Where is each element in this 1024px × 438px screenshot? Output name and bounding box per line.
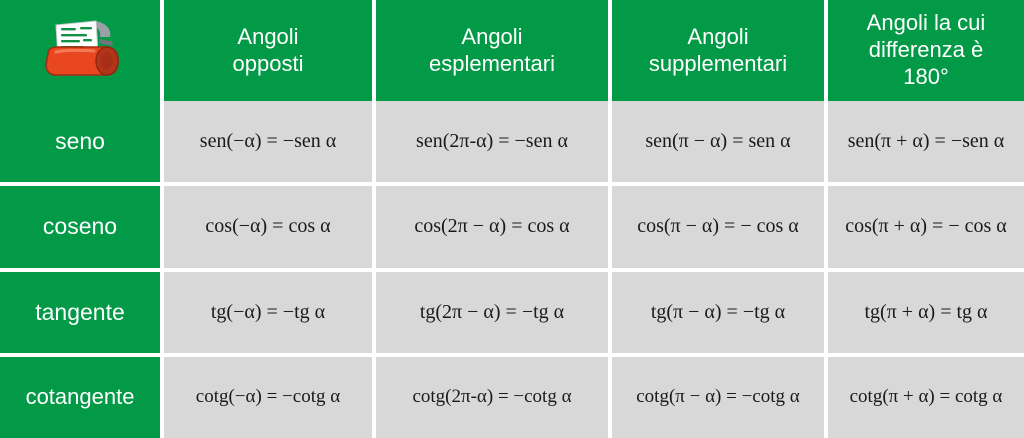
formula-text: cos(π − α) = − cos α	[637, 215, 799, 238]
row-label-text: seno	[55, 128, 105, 155]
column-header-label: Angoli supplementari	[648, 23, 788, 76]
table-body: seno sen(−α) = −sen α sen(2π-α) = −sen α…	[0, 101, 1024, 438]
column-header-label: Angoli esplementari	[429, 23, 555, 76]
formula-text: sen(2π-α) = −sen α	[416, 130, 568, 153]
table-row: tangente tg(−α) = −tg α tg(2π − α) = −tg…	[0, 271, 1024, 353]
column-header-angoli-esplementari: Angoli esplementari	[376, 0, 608, 101]
column-header-angoli-opposti: Angoli opposti	[164, 0, 372, 101]
formula-cell: tg(π + α) = tg α	[828, 271, 1024, 353]
formula-text: cos(2π − α) = cos α	[414, 215, 570, 238]
formula-cell: cotg(−α) = −cotg α	[164, 356, 372, 438]
formula-text: cotg(π − α) = −cotg α	[636, 386, 800, 408]
formula-text: tg(−α) = −tg α	[210, 300, 326, 323]
formula-text: cos(π + α) = − cos α	[845, 215, 1007, 238]
formula-cell: cos(2π − α) = cos α	[376, 186, 608, 268]
formula-cell: sen(2π-α) = −sen α	[376, 101, 608, 183]
formula-cell: tg(π − α) = −tg α	[612, 271, 824, 353]
formula-text: sen(π − α) = sen α	[645, 130, 791, 153]
formula-cell: tg(−α) = −tg α	[164, 271, 372, 353]
formula-cell: cotg(π + α) = cotg α	[828, 356, 1024, 438]
table-corner-icon-cell	[0, 0, 160, 101]
printer-fax-icon	[34, 13, 126, 88]
formula-cell: cos(π − α) = − cos α	[612, 186, 824, 268]
formula-text: sen(−α) = −sen α	[199, 130, 337, 153]
formula-text: cotg(−α) = −cotg α	[195, 386, 341, 408]
row-label-cotangente: cotangente	[0, 356, 160, 438]
formula-text: cotg(2π-α) = −cotg α	[412, 386, 572, 408]
row-label-tangente: tangente	[0, 271, 160, 353]
row-label-seno: seno	[0, 101, 160, 183]
formula-text: tg(2π − α) = −tg α	[419, 300, 565, 323]
row-label-coseno: coseno	[0, 186, 160, 268]
row-label-text: tangente	[35, 298, 125, 325]
formula-cell: cos(−α) = cos α	[164, 186, 372, 268]
table-row: coseno cos(−α) = cos α cos(2π − α) = cos…	[0, 186, 1024, 268]
row-label-text: cotangente	[25, 384, 135, 410]
table-row: cotangente cotg(−α) = −cotg α cotg(2π-α)…	[0, 356, 1024, 438]
formula-cell: sen(π + α) = −sen α	[828, 101, 1024, 183]
formula-cell: cos(π + α) = − cos α	[828, 186, 1024, 268]
formula-cell: sen(π − α) = sen α	[612, 101, 824, 183]
formula-cell: cotg(π − α) = −cotg α	[612, 356, 824, 438]
column-header-label: Angoli la cui differenza è 180°	[866, 10, 986, 89]
formula-text: tg(π + α) = tg α	[864, 300, 988, 323]
formula-text: sen(π + α) = −sen α	[847, 130, 1005, 153]
table-row: seno sen(−α) = −sen α sen(2π-α) = −sen α…	[0, 101, 1024, 183]
column-header-label: Angoli opposti	[232, 23, 304, 76]
table-header-row: Angoli opposti Angoli esplementari Angol…	[0, 0, 1024, 101]
formula-text: cotg(π + α) = cotg α	[849, 386, 1003, 408]
column-header-angoli-differenza-180: Angoli la cui differenza è 180°	[828, 0, 1024, 101]
column-header-angoli-supplementari: Angoli supplementari	[612, 0, 824, 101]
formula-text: tg(π − α) = −tg α	[650, 300, 786, 323]
formula-cell: tg(2π − α) = −tg α	[376, 271, 608, 353]
formula-cell: sen(−α) = −sen α	[164, 101, 372, 183]
row-label-text: coseno	[42, 213, 118, 240]
formula-text: cos(−α) = cos α	[205, 215, 331, 238]
formula-cell: cotg(2π-α) = −cotg α	[376, 356, 608, 438]
